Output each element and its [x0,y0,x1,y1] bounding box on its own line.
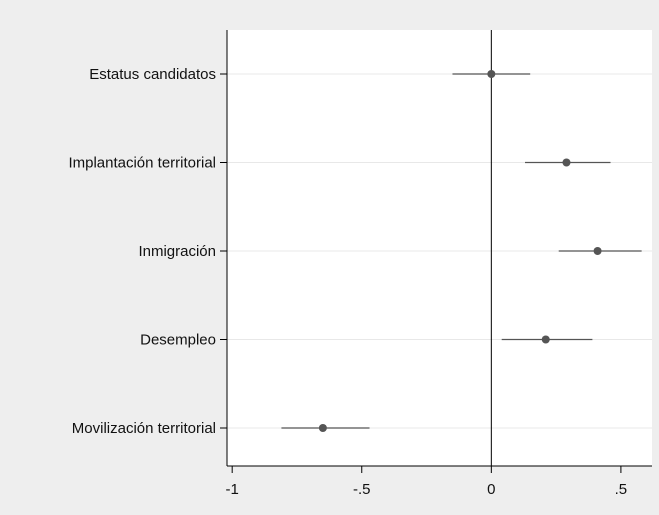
x-tick-label: -1 [226,481,239,498]
plot-area [227,30,652,466]
point-estimate [487,70,496,78]
axes [220,30,652,473]
point-estimate [541,335,550,344]
tick-labels: -1 -.5 0 .5 Estatus candidatos Implantación t… [68,66,627,498]
y-tick-label: Inmigración [138,243,216,260]
x-tick-label: 0 [487,481,495,498]
point-estimates [318,70,602,432]
y-tick-label: Movilización territorial [72,420,216,437]
y-tick-label: Estatus candidatos [89,66,216,83]
x-tick-label: -.5 [353,481,371,498]
point-estimate [318,424,327,432]
y-tick-label: Desempleo [140,332,216,349]
point-estimate [593,247,602,255]
point-estimate [562,158,571,167]
x-tick-label: .5 [615,481,628,498]
y-tick-label: Implantación territorial [68,155,216,172]
